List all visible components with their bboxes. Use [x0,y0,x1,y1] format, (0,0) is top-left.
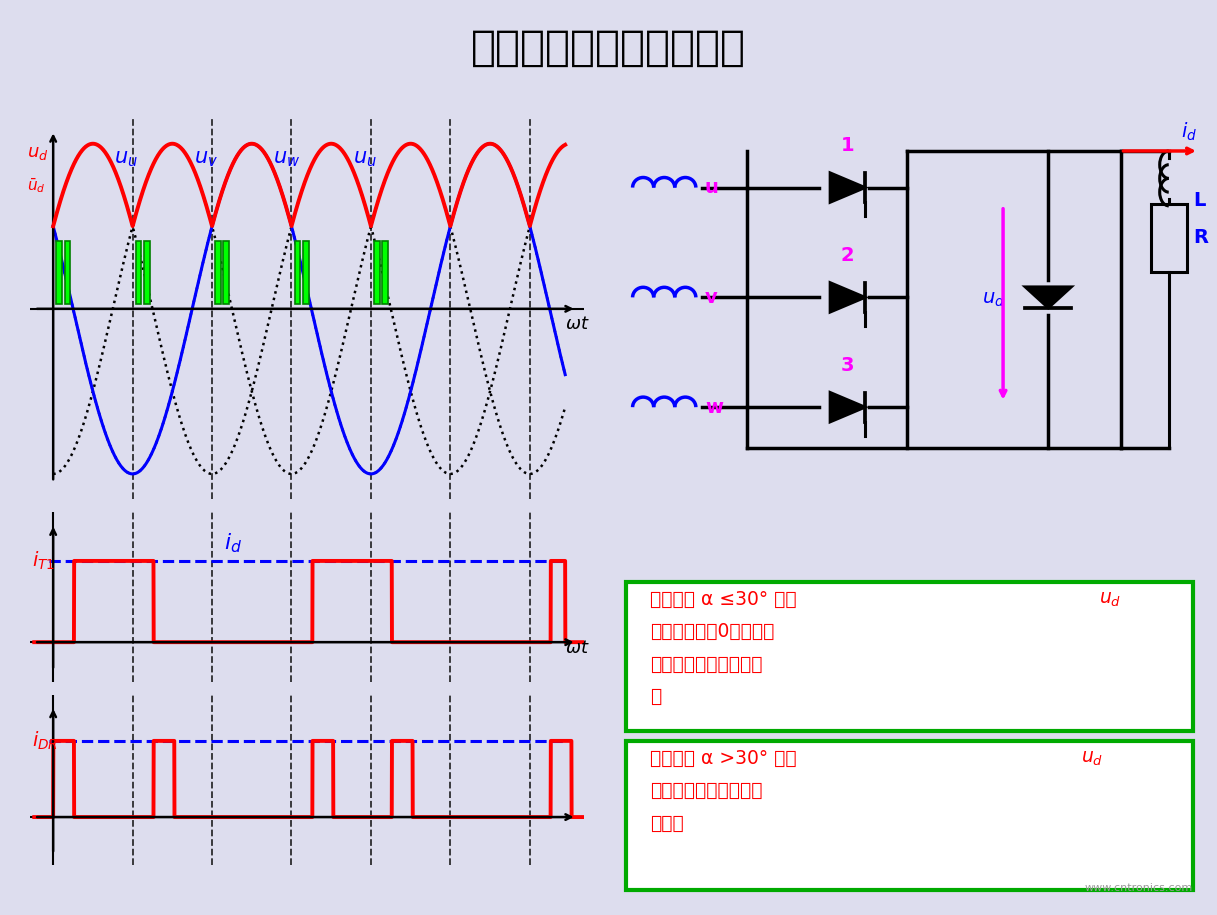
Polygon shape [1026,287,1071,307]
FancyBboxPatch shape [627,741,1193,890]
Text: $u_u$: $u_u$ [353,149,376,169]
Text: 连续且均大于0，续流二: 连续且均大于0，续流二 [650,622,774,641]
Bar [224,242,229,304]
Bar [382,242,388,304]
Text: $u_d$: $u_d$ [982,290,1005,309]
Text: 电阻负载 α >30° 时，: 电阻负载 α >30° 时， [650,748,797,768]
Bar [65,242,71,304]
Polygon shape [830,283,865,312]
Text: $u_v$: $u_v$ [194,149,218,169]
Text: 3: 3 [841,356,854,374]
Text: $i_{T1}$: $i_{T1}$ [33,550,56,572]
Text: $u_u$: $u_u$ [114,149,138,169]
Text: 用: 用 [650,687,661,706]
Text: L: L [1193,191,1205,210]
Text: $\omega t$: $\omega t$ [565,315,590,333]
Text: R: R [1193,229,1207,247]
Bar [56,242,62,304]
Text: $i_d$: $i_d$ [224,532,242,555]
Bar [215,242,220,304]
Bar [295,242,301,304]
Text: $u_d$: $u_d$ [1099,590,1121,608]
Bar [135,242,141,304]
Bar [144,242,150,304]
Text: w: w [705,398,723,416]
Text: $\omega t$: $\omega t$ [565,640,590,658]
Text: 极管承受反压而不起作: 极管承受反压而不起作 [650,655,763,673]
Polygon shape [830,393,865,422]
Text: 断续，续流二极管起续: 断续，续流二极管起续 [650,781,763,801]
Text: 1: 1 [841,136,854,155]
Text: www.cntronics.com: www.cntronics.com [1084,884,1193,893]
Text: v: v [705,288,718,307]
Text: $u_d$: $u_d$ [27,144,49,162]
Text: 电感性负载加续流二极管: 电感性负载加续流二极管 [471,27,746,69]
Bar [303,242,309,304]
Text: $i_d$: $i_d$ [1180,120,1196,143]
Text: 电阻负载 α ≤30° 时，: 电阻负载 α ≤30° 时， [650,590,797,608]
Bar [374,242,380,304]
Text: u: u [705,178,719,197]
Bar [1150,204,1187,273]
Text: 流作用: 流作用 [650,813,684,833]
Text: $i_{DR}$: $i_{DR}$ [33,730,58,752]
Text: $u_d$: $u_d$ [1081,748,1103,768]
Text: $\bar{u}_d$: $\bar{u}_d$ [27,176,45,195]
FancyBboxPatch shape [627,582,1193,731]
Text: 2: 2 [841,246,854,264]
Polygon shape [830,173,865,202]
Text: $u_w$: $u_w$ [273,149,301,169]
